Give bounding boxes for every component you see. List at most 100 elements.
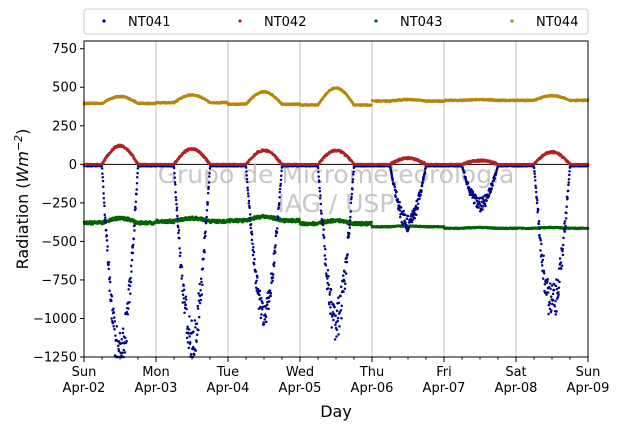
nt041-point xyxy=(279,178,283,182)
nt041-point xyxy=(251,253,255,257)
nt041-point xyxy=(113,320,117,323)
nt041-point xyxy=(255,279,258,283)
nt041-point xyxy=(339,309,343,312)
nt041-point xyxy=(135,192,138,196)
nt041-point xyxy=(176,225,180,229)
legend-label-nt042: NT042 xyxy=(264,15,306,30)
nt041-point xyxy=(339,294,342,298)
nt041-point xyxy=(189,353,193,356)
nt041-point xyxy=(245,177,249,181)
nt041-point xyxy=(259,296,263,300)
nt041-point xyxy=(334,323,337,327)
nt041-point xyxy=(131,246,134,249)
nt041-point xyxy=(323,254,327,257)
nt041-point xyxy=(485,199,488,203)
nt041-point xyxy=(107,267,111,271)
series-layer xyxy=(82,86,590,359)
nt041-point xyxy=(184,303,187,307)
nt041-point xyxy=(418,197,421,201)
nt041-point xyxy=(330,326,333,329)
nt041-point xyxy=(175,202,178,206)
nt041-point xyxy=(336,319,339,323)
grid-lines xyxy=(155,41,517,357)
nt043-point xyxy=(172,221,176,225)
nt041-point xyxy=(121,327,125,330)
nt041-point xyxy=(258,293,261,297)
nt041-point xyxy=(178,254,182,258)
nt041-point xyxy=(394,195,397,198)
nt041-point xyxy=(189,340,192,344)
nt041-point xyxy=(348,231,351,235)
nt041-point xyxy=(493,177,496,180)
nt041-point xyxy=(247,195,250,198)
nt041-point xyxy=(180,274,184,277)
nt041-point xyxy=(398,209,402,212)
nt041-point xyxy=(121,331,125,335)
nt041-point xyxy=(202,257,205,261)
nt041-point xyxy=(269,292,273,295)
nt041-point xyxy=(331,315,334,318)
nt041-point xyxy=(396,198,400,201)
nt041-point xyxy=(259,316,263,320)
nt041-point xyxy=(195,333,199,336)
nt041-point xyxy=(404,221,407,224)
nt041-point xyxy=(203,251,206,254)
legend-label-nt041: NT041 xyxy=(128,15,170,30)
nt041-point xyxy=(112,311,116,314)
watermark: Grupo de Micrometeorologia IAG / USP xyxy=(158,160,515,218)
nt041-point xyxy=(245,170,248,173)
nt041-point xyxy=(250,230,253,234)
nt041-point xyxy=(126,312,130,316)
nt041-point xyxy=(199,277,203,280)
nt041-point xyxy=(132,237,136,241)
nt041-point xyxy=(103,213,106,217)
nt041-point xyxy=(248,217,252,220)
nt041-point xyxy=(112,316,116,319)
nt041-point xyxy=(103,204,106,208)
nt041-point xyxy=(105,234,108,237)
nt041-point xyxy=(199,288,202,292)
nt041-point xyxy=(193,319,197,322)
nt041-point xyxy=(403,213,407,216)
nt041-point xyxy=(246,180,249,184)
nt041-point xyxy=(335,335,338,338)
nt041-point xyxy=(113,328,116,331)
nt041-point xyxy=(180,277,183,280)
nt044-point xyxy=(370,103,373,106)
nt041-point xyxy=(205,218,208,222)
nt041-point xyxy=(181,293,185,297)
nt041-point xyxy=(321,223,325,227)
nt041-point xyxy=(278,202,281,205)
nt041-point xyxy=(205,215,208,219)
nt041-point xyxy=(340,304,344,307)
nt041-point xyxy=(200,280,203,284)
nt041-point xyxy=(178,236,181,240)
nt041-point xyxy=(128,301,131,304)
nt041-point xyxy=(345,260,349,264)
nt041-point xyxy=(100,167,104,170)
nt041-point xyxy=(278,190,282,194)
nt041-point xyxy=(322,233,325,237)
nt041-point xyxy=(183,311,186,314)
nt041-point xyxy=(329,306,332,309)
nt041-point xyxy=(182,288,186,291)
nt041-point xyxy=(253,257,256,261)
nt041-point xyxy=(106,249,109,252)
nt041-point xyxy=(252,250,256,254)
nt041-point xyxy=(279,182,282,186)
nt041-point xyxy=(280,169,283,173)
nt041-point xyxy=(136,176,139,179)
nt041-point xyxy=(186,325,189,328)
nt041-point xyxy=(201,283,204,286)
nt041-point xyxy=(103,218,107,222)
nt041-point xyxy=(131,251,135,255)
nt041-point xyxy=(347,235,350,239)
nt041-point xyxy=(489,190,492,194)
nt041-point xyxy=(265,303,269,307)
nt041-point xyxy=(251,242,254,246)
nt041-point xyxy=(405,224,408,227)
nt041-point xyxy=(420,189,423,192)
nt041-point xyxy=(328,290,332,294)
nt041-point xyxy=(319,209,323,212)
